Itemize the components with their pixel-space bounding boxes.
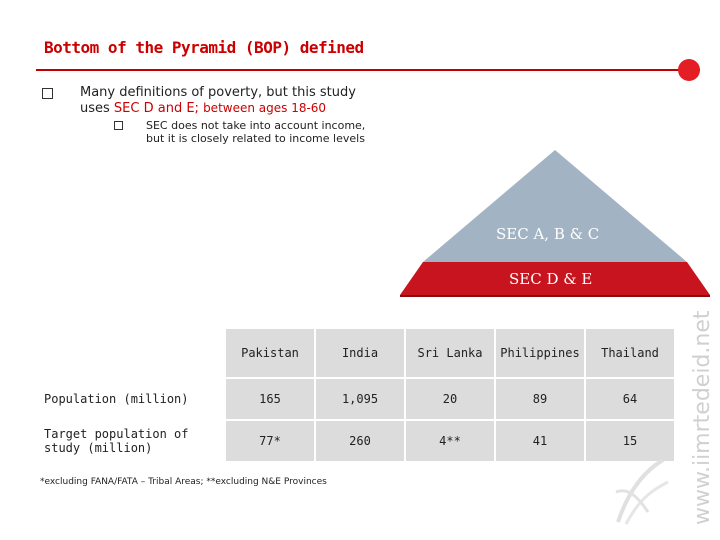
table-cell: 89 — [496, 379, 584, 419]
table-cell: 41 — [496, 421, 584, 461]
bullet-main-line2-highlight: SEC D and E; — [113, 101, 204, 116]
col-header-india: India — [316, 329, 404, 377]
pyramid-bottom-segment — [400, 262, 710, 295]
pyramid-top-label: SEC A, B & C — [496, 225, 600, 243]
col-header-thailand: Thailand — [586, 329, 674, 377]
table-header-row: Pakistan India Sri Lanka Philippines Tha… — [38, 329, 674, 377]
table-cell: 20 — [406, 379, 494, 419]
bullet-main-line2-prefix: uses — [80, 101, 114, 116]
table-cell: 1,095 — [316, 379, 404, 419]
table-cell: 260 — [316, 421, 404, 461]
sub-bullet-line2: but it is closely related to income leve… — [146, 132, 365, 145]
sub-bullet-square-icon — [114, 121, 123, 130]
table-cell: 77* — [226, 421, 314, 461]
table-footnote: *excluding FANA/FATA – Tribal Areas; **e… — [40, 477, 327, 487]
title-underline — [36, 69, 700, 71]
bullet-main-line2-suffix: between ages 18-60 — [203, 101, 327, 115]
table-row: Target population of study (million) 77*… — [38, 421, 674, 461]
sec-pyramid — [400, 150, 710, 297]
sub-bullet-line1: SEC does not take into account income, — [146, 119, 366, 132]
bullet-main-line1: Many definitions of poverty, but this st… — [80, 85, 356, 100]
watermark-logo-icon — [615, 458, 669, 525]
table-cell: 4** — [406, 421, 494, 461]
bullet-square-icon — [42, 88, 53, 99]
table-row: Population (million) 165 1,095 20 89 64 — [38, 379, 674, 419]
table-cell: 15 — [586, 421, 674, 461]
table-corner-cell — [38, 329, 224, 377]
col-header-sri-lanka: Sri Lanka — [406, 329, 494, 377]
watermark-text: www.iimrtedeid.net — [690, 310, 715, 526]
page-title: Bottom of the Pyramid (BOP) defined — [44, 38, 364, 57]
table-cell: 165 — [226, 379, 314, 419]
row-label-line1: Target population of — [44, 427, 189, 441]
pyramid-bottom-label: SEC D & E — [509, 270, 593, 288]
row-label-population: Population (million) — [44, 392, 189, 406]
col-header-pakistan: Pakistan — [226, 329, 314, 377]
bullet-main-line2: uses SEC D and E; between ages 18-60 — [80, 101, 326, 116]
pyramid-top-segment — [423, 150, 687, 262]
row-label-target-population: Target population of study (million) — [38, 421, 224, 461]
country-data-table: Pakistan India Sri Lanka Philippines Tha… — [36, 327, 676, 463]
col-header-philippines: Philippines — [496, 329, 584, 377]
row-label-line2: study (million) — [44, 441, 153, 455]
pyramid-base-shadow — [400, 295, 710, 297]
title-accent-dot — [678, 59, 700, 81]
table-cell: 64 — [586, 379, 674, 419]
